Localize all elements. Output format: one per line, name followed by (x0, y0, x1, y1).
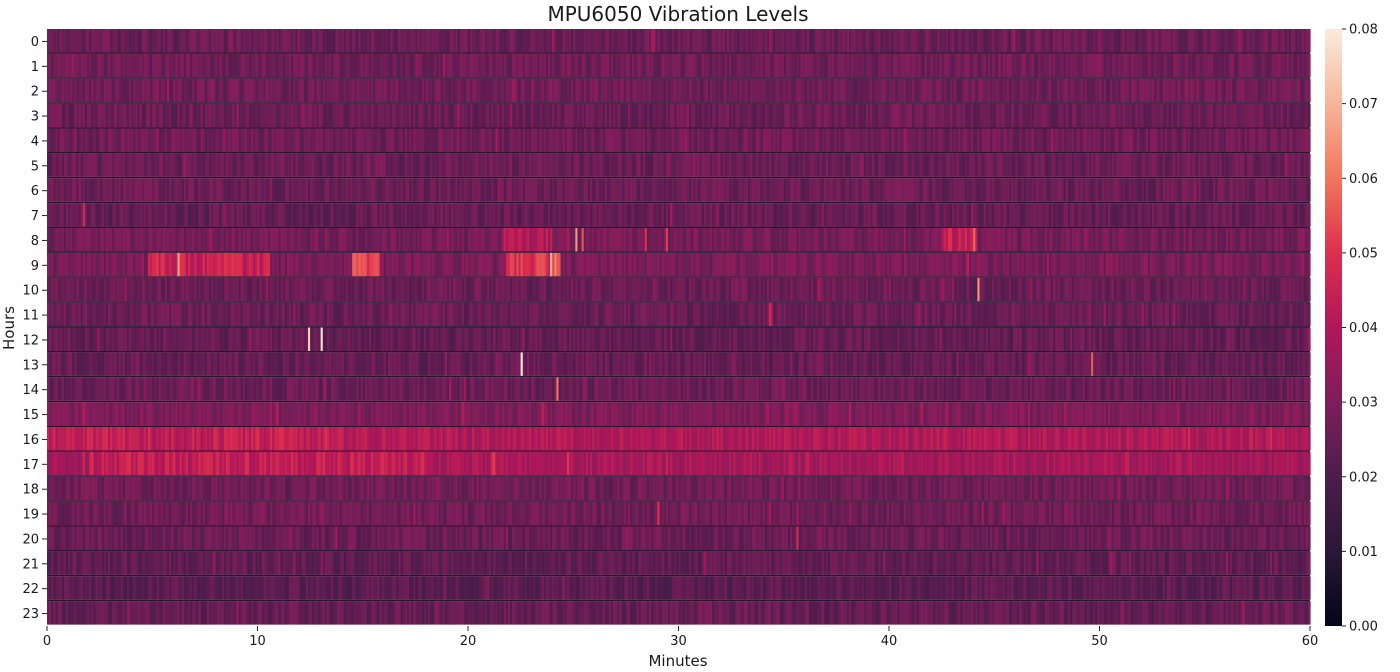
chart-title: MPU6050 Vibration Levels (547, 2, 808, 26)
heatmap-cell (1308, 153, 1311, 176)
heatmap-cell (1308, 178, 1311, 201)
heatmap-cell (1308, 104, 1311, 127)
heatmap-cell (1308, 203, 1311, 226)
heatmap-cell (1308, 29, 1311, 52)
heatmap-cell (1308, 54, 1311, 77)
heatmap-cell (1308, 79, 1311, 102)
heatmap-cell (1308, 129, 1311, 152)
